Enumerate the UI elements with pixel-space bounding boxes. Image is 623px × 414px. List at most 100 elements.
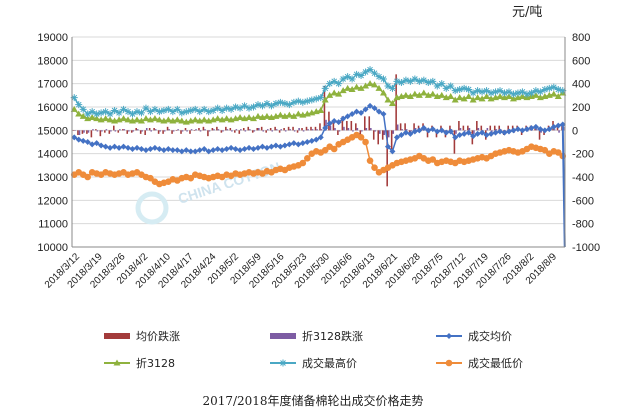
marker-diamond xyxy=(201,146,208,152)
marker-diamond xyxy=(483,132,490,138)
marker-diamond xyxy=(156,146,163,152)
marker-diamond xyxy=(299,140,306,147)
marker-diamond xyxy=(393,134,400,141)
bar-avg-change xyxy=(538,130,541,140)
marker-diamond xyxy=(416,127,423,134)
marker-diamond xyxy=(447,128,454,135)
marker-triangle xyxy=(254,112,262,119)
bar-avg-change xyxy=(413,123,415,131)
right-tick-label: 800 xyxy=(572,32,590,44)
bar-avg-change xyxy=(198,128,200,131)
bar-3128-change xyxy=(477,128,480,131)
marker-diamond xyxy=(237,147,244,154)
marker-asterisk xyxy=(205,108,213,116)
bar-3128-change xyxy=(307,129,309,131)
bar-3128-change xyxy=(163,130,166,132)
bar-3128-change xyxy=(128,130,130,132)
marker-asterisk xyxy=(111,107,119,114)
bar-avg-change xyxy=(104,130,106,133)
bar-3128-change xyxy=(96,130,99,132)
marker-diamond xyxy=(519,127,526,134)
bar-avg-change xyxy=(144,130,146,135)
bar-3128-change xyxy=(266,129,269,131)
marker-diamond xyxy=(107,144,114,151)
marker-asterisk xyxy=(281,100,289,107)
marker-asterisk xyxy=(492,88,500,96)
bar-3128-change xyxy=(141,130,144,132)
marker-diamond xyxy=(205,148,212,155)
bar-avg-change xyxy=(426,130,429,138)
marker-asterisk xyxy=(429,77,437,85)
marker-asterisk xyxy=(379,75,387,83)
marker-diamond xyxy=(474,130,481,137)
bar-avg-change xyxy=(480,125,483,131)
marker-asterisk xyxy=(142,104,150,112)
right-tick-label: -400 xyxy=(572,172,594,184)
bar-avg-change xyxy=(372,130,375,140)
bar-avg-change xyxy=(404,123,406,131)
legend-item: 成交均价 xyxy=(436,329,512,343)
marker-triangle xyxy=(388,100,396,106)
bar-3128-change xyxy=(320,129,323,131)
marker-diamond xyxy=(523,126,530,133)
bar-avg-change xyxy=(162,130,164,134)
marker-asterisk xyxy=(75,101,83,109)
marker-circle xyxy=(357,134,365,141)
marker-triangle xyxy=(151,115,159,122)
bar-avg-change xyxy=(184,128,187,131)
marker-asterisk xyxy=(415,77,423,85)
bar-3128-change xyxy=(74,130,76,131)
legend-item: 折3128跌涨 xyxy=(270,329,363,343)
marker-diamond xyxy=(259,143,266,150)
marker-diamond xyxy=(151,144,158,151)
bar-3128-change xyxy=(495,129,498,131)
series-line xyxy=(73,82,564,123)
marker-triangle xyxy=(348,86,356,92)
marker-triangle xyxy=(429,90,437,97)
marker-asterisk xyxy=(559,87,567,95)
bar-3128-change xyxy=(311,129,314,131)
marker-diamond xyxy=(505,128,512,135)
marker-diamond xyxy=(219,147,226,154)
bar-avg-change xyxy=(77,130,79,135)
marker-asterisk xyxy=(478,88,486,96)
marker-triangle xyxy=(353,83,361,90)
marker-triangle xyxy=(550,90,558,97)
marker-circle xyxy=(366,157,374,164)
bar-3128-change xyxy=(491,130,493,133)
bar-avg-change xyxy=(225,126,227,131)
marker-asterisk xyxy=(97,109,105,117)
marker-diamond xyxy=(290,140,297,147)
bar-3128-change xyxy=(387,130,390,138)
marker-asterisk xyxy=(160,107,168,114)
marker-diamond xyxy=(384,143,391,150)
bar-3128-change xyxy=(78,130,81,135)
marker-triangle xyxy=(263,112,271,119)
bar-avg-change xyxy=(489,125,492,131)
marker-diamond xyxy=(402,129,409,136)
bar-avg-change xyxy=(265,130,267,133)
marker-diamond xyxy=(129,146,136,152)
marker-diamond xyxy=(192,148,199,155)
marker-asterisk xyxy=(330,77,338,85)
marker-diamond xyxy=(183,147,190,154)
marker-asterisk xyxy=(214,104,222,112)
marker-circle xyxy=(541,146,549,154)
marker-asterisk xyxy=(164,105,172,113)
marker-asterisk xyxy=(169,108,177,116)
marker-triangle xyxy=(469,96,477,103)
bar-avg-change xyxy=(332,121,335,131)
right-tick-label: -800 xyxy=(572,219,594,231)
marker-diamond xyxy=(411,128,418,135)
bar-3128-change xyxy=(396,124,399,131)
marker-diamond xyxy=(537,126,544,133)
bar-3128-change xyxy=(145,128,148,131)
marker-asterisk xyxy=(469,89,477,97)
bar-avg-change xyxy=(72,130,75,131)
marker-asterisk xyxy=(344,73,352,81)
bar-avg-change xyxy=(507,125,509,131)
marker-diamond xyxy=(254,144,261,151)
marker-triangle xyxy=(124,116,132,123)
marker-diamond xyxy=(165,146,172,152)
